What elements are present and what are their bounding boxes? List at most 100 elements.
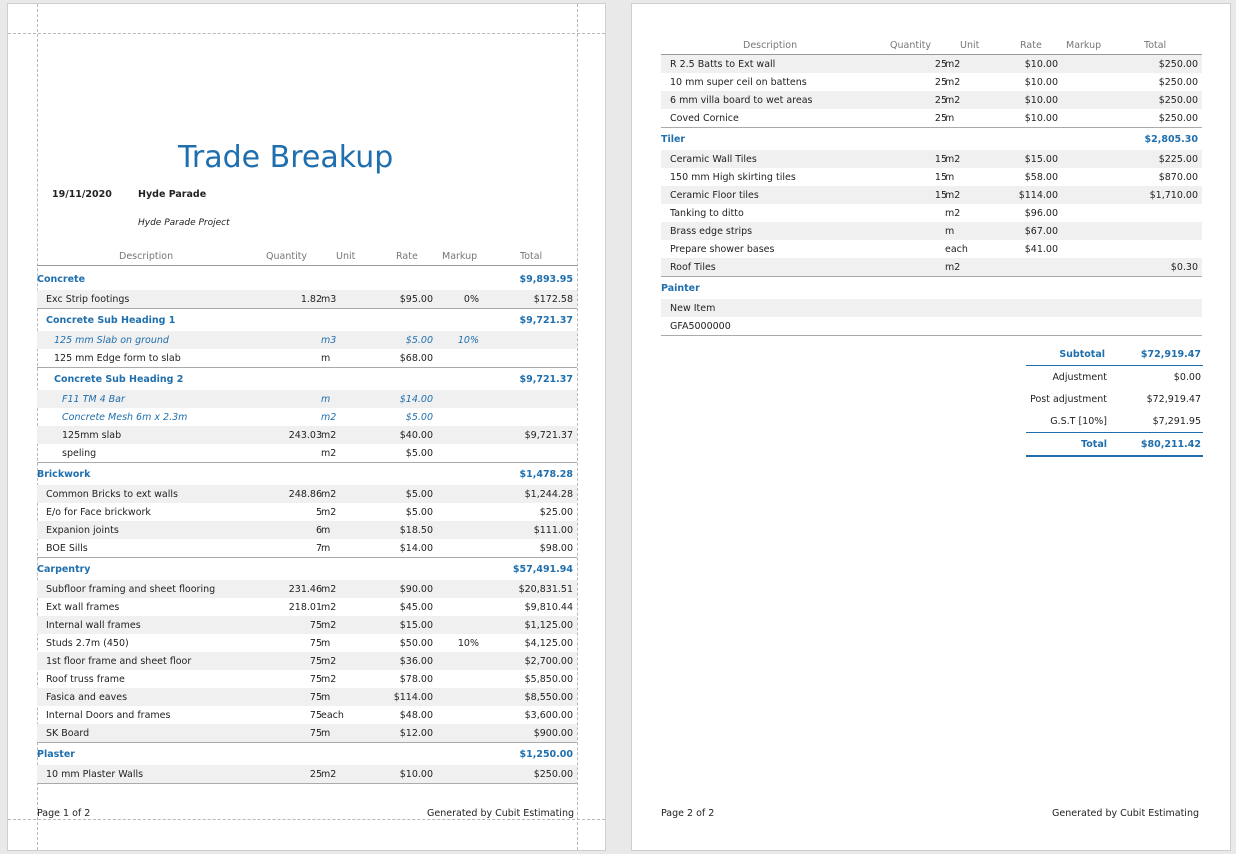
summary-post-adjustment-row: Post adjustment $72,919.47: [1026, 388, 1203, 410]
trade-table-page-2: R 2.5 Batts to Ext wall 25 m2 $10.00 $250.00…: [661, 55, 1202, 336]
cell-description: speling: [62, 448, 97, 459]
cell-quantity: 7: [315, 543, 322, 554]
cell-rate: $12.00: [399, 728, 433, 739]
project-name: Hyde Parade: [138, 189, 207, 200]
cell-description: Internal Doors and frames: [46, 710, 171, 721]
cell-description: New Item: [670, 303, 716, 314]
table-row: 125 mm Slab on ground m3 $5.00 10%: [37, 331, 577, 349]
cell-unit: m2: [321, 489, 337, 500]
table-row: Ext wall frames 218.01 m2 $45.00 $9,810.44: [37, 598, 577, 616]
cell-description: 125 mm Edge form to slab: [54, 353, 181, 364]
cell-description: 10 mm Plaster Walls: [46, 769, 144, 780]
cell-quantity: 75: [309, 638, 322, 649]
section-heading-row: Concrete Sub Heading 2 $9,721.37: [37, 368, 577, 390]
cell-total: $250.00: [1158, 59, 1198, 70]
cell-description: Concrete Sub Heading 2: [54, 374, 184, 385]
cell-unit: m: [321, 525, 331, 536]
col-unit: Unit: [960, 40, 980, 51]
cell-unit: m2: [945, 190, 961, 201]
cell-unit: m2: [321, 602, 337, 613]
cell-unit: m3: [321, 294, 337, 305]
cell-quantity: 25: [934, 113, 947, 124]
cell-quantity: 218.01: [288, 602, 322, 613]
cell-quantity: 75: [309, 692, 322, 703]
cell-total: $9,893.95: [519, 274, 574, 285]
cell-quantity: 15: [934, 154, 947, 165]
table-row: 125mm slab 243.03 m2 $40.00 $9,721.37: [37, 426, 577, 444]
cell-unit: m2: [321, 656, 337, 667]
table-row: 150 mm High skirting tiles 15 m $58.00 $870.…: [661, 168, 1202, 186]
cell-rate: $68.00: [399, 353, 433, 364]
cell-unit: m: [945, 113, 955, 124]
cell-unit: m2: [321, 674, 337, 685]
cell-description: Carpentry: [37, 564, 91, 575]
summary-total-row: Total $80,211.42: [1026, 433, 1203, 457]
cell-unit: m: [321, 543, 331, 554]
table-row: SK Board 75 m $12.00 $900.00: [37, 724, 577, 743]
cell-unit: m2: [321, 507, 337, 518]
cell-rate: $50.00: [399, 638, 433, 649]
cell-total: $900.00: [533, 728, 573, 739]
cell-quantity: 75: [309, 620, 322, 631]
table-row: Exc Strip footings 1.82 m3 $95.00 0% $172.58: [37, 290, 577, 309]
cell-quantity: 75: [309, 656, 322, 667]
col-quantity: Quantity: [890, 40, 932, 51]
section-heading-row: Plaster $1,250.00: [37, 743, 577, 765]
cell-description: Coved Cornice: [670, 113, 739, 124]
cell-unit: m2: [945, 95, 961, 106]
cell-rate: $15.00: [399, 620, 433, 631]
generated-by: Generated by Cubit Estimating: [1052, 808, 1199, 819]
cell-markup: 10%: [457, 335, 479, 346]
cell-rate: $10.00: [1024, 95, 1058, 106]
cell-total: $9,721.37: [519, 374, 574, 385]
cell-description: Exc Strip footings: [46, 294, 130, 305]
cell-description: Fasica and eaves: [46, 692, 128, 703]
table-row: 10 mm Plaster Walls 25 m2 $10.00 $250.00: [37, 765, 577, 784]
cell-total: $98.00: [539, 543, 573, 554]
cell-unit: m2: [321, 430, 337, 441]
cell-description: Expanion joints: [46, 525, 119, 536]
cell-description: R 2.5 Batts to Ext wall: [670, 59, 776, 70]
cell-rate: $5.00: [405, 412, 433, 423]
cell-quantity: 25: [934, 95, 947, 106]
cell-description: F11 TM 4 Bar: [62, 394, 125, 405]
cell-markup: 0%: [463, 294, 479, 305]
cell-description: Concrete: [37, 274, 86, 285]
table-row: Subfloor framing and sheet flooring 231.4…: [37, 580, 577, 598]
trade-table-page-1: Concrete $9,893.95 Exc Strip footings 1.82 m…: [37, 268, 577, 784]
table-row: Studs 2.7m (450) 75 m $50.00 10% $4,125.00: [37, 634, 577, 652]
col-markup: Markup: [1066, 40, 1102, 51]
cell-description: Ext wall frames: [46, 602, 120, 613]
cell-total: $1,125.00: [524, 620, 573, 631]
cell-total: $870.00: [1158, 172, 1198, 183]
cell-rate: $5.00: [405, 489, 433, 500]
page-number: Page 2 of 2: [661, 808, 715, 819]
cell-rate: $5.00: [405, 335, 433, 346]
cell-unit: m: [321, 638, 331, 649]
cell-description: Roof Tiles: [670, 262, 716, 273]
section-heading-row: Concrete $9,893.95: [37, 268, 577, 290]
cell-quantity: 6: [315, 525, 322, 536]
col-quantity: Quantity: [266, 251, 308, 262]
table-row: Expanion joints 6 m $18.50 $111.00: [37, 521, 577, 539]
cell-description: 150 mm High skirting tiles: [670, 172, 796, 183]
cell-total: $2,805.30: [1144, 134, 1199, 145]
cell-total: $9,721.37: [519, 315, 574, 326]
table-row: Ceramic Floor tiles 15 m2 $114.00 $1,710.00: [661, 186, 1202, 204]
col-description: Description: [119, 251, 174, 262]
table-row: F11 TM 4 Bar m $14.00: [37, 390, 577, 408]
cell-quantity: 75: [309, 710, 322, 721]
cell-description: Plaster: [37, 749, 75, 760]
cell-total: $1,250.00: [519, 749, 574, 760]
cell-rate: $67.00: [1024, 226, 1058, 237]
cell-total: $250.00: [1158, 113, 1198, 124]
cell-description: Painter: [661, 283, 700, 294]
cell-quantity: 75: [309, 674, 322, 685]
cell-markup: 10%: [457, 638, 479, 649]
col-total: Total: [520, 251, 543, 262]
cell-total: $3,600.00: [524, 710, 573, 721]
col-rate: Rate: [396, 251, 418, 262]
cell-rate: $14.00: [399, 394, 433, 405]
cell-description: Common Bricks to ext walls: [46, 489, 178, 500]
cell-description: GFA5000000: [670, 321, 731, 332]
